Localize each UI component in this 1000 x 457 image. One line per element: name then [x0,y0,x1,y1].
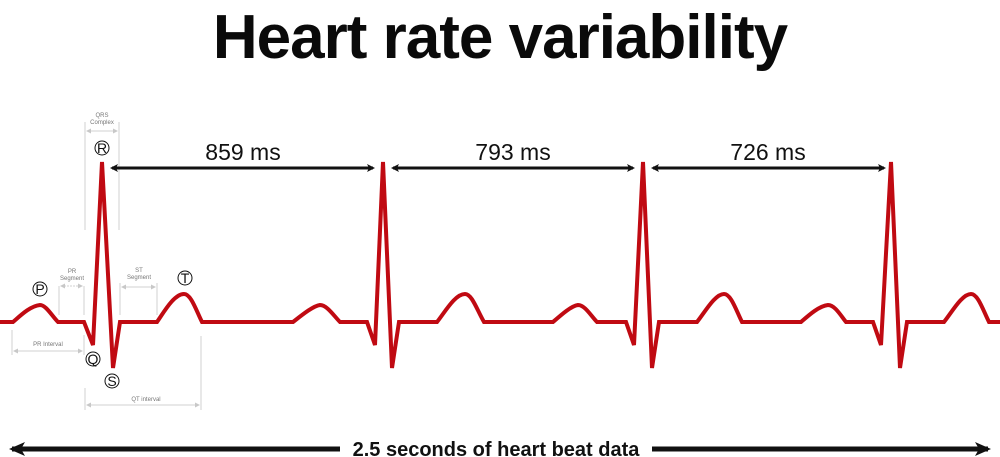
p-wave-label: P [32,281,48,297]
qt-interval-label: QT interval [131,397,160,403]
svg-text:R: R [97,140,107,156]
svg-text:T: T [181,270,190,286]
timespan-arrow: 2.5 seconds of heart beat data [9,439,991,457]
qrs-label-line1: QRS [95,113,108,119]
st-segment-label-line1: ST [135,268,143,274]
s-wave-label: S [104,373,120,389]
r-wave-label: R [94,140,110,156]
q-wave-label: Q [85,351,101,367]
qrs-label-line2: Complex [90,120,114,126]
page-title: Heart rate variability [212,3,788,72]
timespan-label: 2.5 seconds of heart beat data [353,439,641,457]
rr-interval-2-label: 793 ms [475,139,550,165]
svg-text:Q: Q [88,351,99,367]
rr-intervals: 859 ms 793 ms 726 ms [110,139,886,172]
rr-interval-2: 793 ms [391,139,635,172]
ecg-waveform [0,161,1000,369]
rr-interval-1-label: 859 ms [205,139,280,165]
svg-text:P: P [35,281,44,297]
wave-labels: P R Q S T [32,140,193,389]
rr-interval-3: 726 ms [651,139,886,172]
svg-text:S: S [107,373,116,389]
pr-segment-label-line1: PR [68,269,77,275]
pr-interval-label: PR Interval [33,342,63,348]
annotation-guides [11,122,202,410]
pr-segment-label-line2: Segment [60,276,84,282]
segment-labels: QRS Complex PR Segment ST Segment PR Int… [33,113,160,403]
rr-interval-3-label: 726 ms [730,139,805,165]
rr-interval-1: 859 ms [110,139,375,172]
st-segment-label-line2: Segment [127,275,151,281]
t-wave-label: T [177,270,193,286]
